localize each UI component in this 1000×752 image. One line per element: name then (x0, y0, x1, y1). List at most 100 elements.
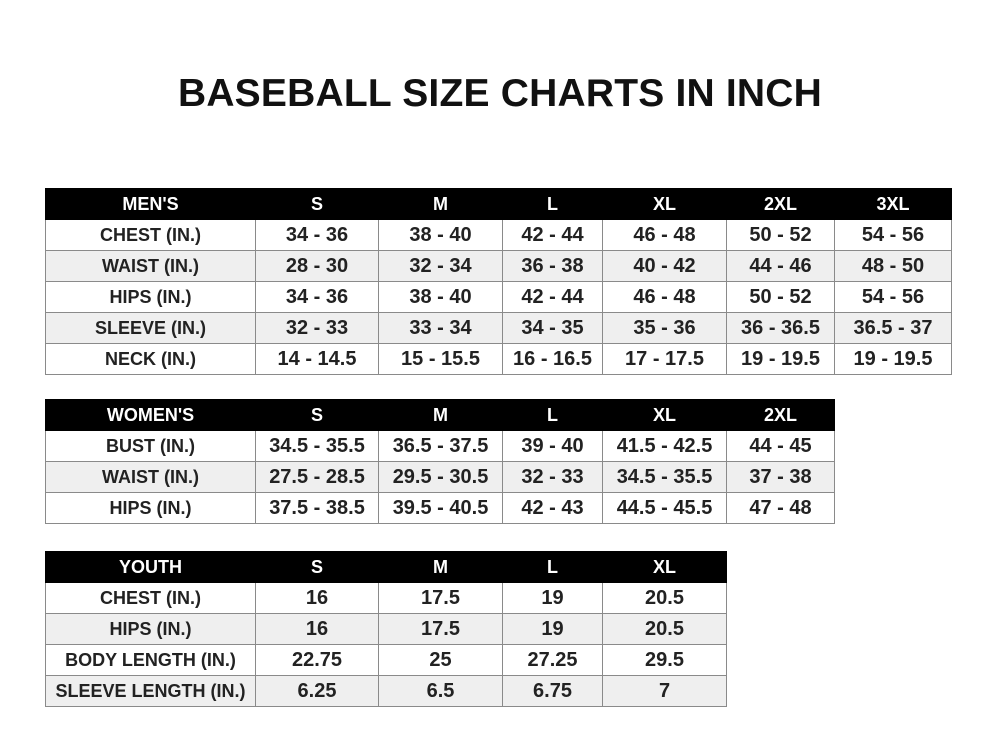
size-value: 50 - 52 (726, 281, 835, 313)
header-row: MEN'S S M L XL 2XL 3XL (45, 188, 952, 220)
measurement-label: CHEST (IN.) (45, 219, 256, 251)
size-value: 33 - 34 (378, 312, 503, 344)
size-value: 36 - 38 (502, 250, 603, 282)
size-header: M (378, 551, 503, 583)
size-value: 27.25 (502, 644, 603, 676)
size-value: 6.75 (502, 675, 603, 707)
size-value: 34 - 36 (255, 219, 379, 251)
size-value: 46 - 48 (602, 281, 727, 313)
size-value: 42 - 44 (502, 219, 603, 251)
size-value: 35 - 36 (602, 312, 727, 344)
measurement-label: CHEST (IN.) (45, 582, 256, 614)
size-value: 50 - 52 (726, 219, 835, 251)
size-value: 32 - 33 (255, 312, 379, 344)
size-header: XL (602, 551, 727, 583)
size-value: 17.5 (378, 613, 503, 645)
size-value: 34 - 35 (502, 312, 603, 344)
size-value: 34.5 - 35.5 (255, 430, 379, 462)
table-row: HIPS (IN.) 16 17.5 19 20.5 (45, 613, 727, 645)
size-value: 44.5 - 45.5 (602, 492, 727, 524)
size-header: L (502, 399, 603, 431)
size-value: 34.5 - 35.5 (602, 461, 727, 493)
size-value: 19 (502, 613, 603, 645)
size-value: 38 - 40 (378, 219, 503, 251)
size-value: 16 - 16.5 (502, 343, 603, 375)
size-value: 32 - 33 (502, 461, 603, 493)
size-value: 42 - 43 (502, 492, 603, 524)
size-value: 32 - 34 (378, 250, 503, 282)
page-title: BASEBALL SIZE CHARTS IN INCH (177, 72, 823, 115)
size-value: 17 - 17.5 (602, 343, 727, 375)
size-value: 38 - 40 (378, 281, 503, 313)
size-value: 6.25 (255, 675, 379, 707)
size-value: 6.5 (378, 675, 503, 707)
table-row: NECK (IN.) 14 - 14.5 15 - 15.5 16 - 16.5 17 … (45, 343, 952, 375)
size-value: 29.5 - 30.5 (378, 461, 503, 493)
size-value: 44 - 45 (726, 430, 835, 462)
table-row: WAIST (IN.) 28 - 30 32 - 34 36 - 38 40 - 42 4… (45, 250, 952, 282)
measurement-label: NECK (IN.) (45, 343, 256, 375)
size-value: 40 - 42 (602, 250, 727, 282)
table-row: CHEST (IN.) 34 - 36 38 - 40 42 - 44 46 - 48 5… (45, 219, 952, 251)
table-row: BODY LENGTH (IN.) 22.75 25 27.25 29.5 (45, 644, 727, 676)
size-value: 19 - 19.5 (726, 343, 835, 375)
size-header: L (502, 551, 603, 583)
size-value: 14 - 14.5 (255, 343, 379, 375)
table-row: WAIST (IN.) 27.5 - 28.5 29.5 - 30.5 32 - 33… (45, 461, 835, 493)
size-value: 39.5 - 40.5 (378, 492, 503, 524)
table-row: HIPS (IN.) 37.5 - 38.5 39.5 - 40.5 42 - 43 4… (45, 492, 835, 524)
size-value: 36.5 - 37 (834, 312, 952, 344)
size-value: 44 - 46 (726, 250, 835, 282)
size-value: 29.5 (602, 644, 727, 676)
table-row: SLEEVE LENGTH (IN.) 6.25 6.5 6.75 7 (45, 675, 727, 707)
size-value: 47 - 48 (726, 492, 835, 524)
size-header: M (378, 188, 503, 220)
size-header: 2XL (726, 399, 835, 431)
size-value: 39 - 40 (502, 430, 603, 462)
table-row: SLEEVE (IN.) 32 - 33 33 - 34 34 - 35 35 - 36… (45, 312, 952, 344)
measurement-label: HIPS (IN.) (45, 492, 256, 524)
mens-size-table: MEN'S S M L XL 2XL 3XL CHEST (IN.) 34 - 36 38 - 4… (45, 188, 952, 375)
size-value: 20.5 (602, 613, 727, 645)
size-value: 17.5 (378, 582, 503, 614)
size-value: 16 (255, 582, 379, 614)
measurement-label: HIPS (IN.) (45, 613, 256, 645)
size-value: 25 (378, 644, 503, 676)
size-value: 54 - 56 (834, 281, 952, 313)
measurement-label: WAIST (IN.) (45, 461, 256, 493)
category-header: WOMEN'S (45, 399, 256, 431)
size-header: S (255, 188, 379, 220)
size-value: 41.5 - 42.5 (602, 430, 727, 462)
size-header: XL (602, 188, 727, 220)
header-row: WOMEN'S S M L XL 2XL (45, 399, 835, 431)
size-value: 54 - 56 (834, 219, 952, 251)
size-header: 2XL (726, 188, 835, 220)
size-value: 20.5 (602, 582, 727, 614)
measurement-label: BUST (IN.) (45, 430, 256, 462)
size-header: M (378, 399, 503, 431)
measurement-label: BODY LENGTH (IN.) (45, 644, 256, 676)
size-value: 36.5 - 37.5 (378, 430, 503, 462)
size-value: 16 (255, 613, 379, 645)
size-value: 22.75 (255, 644, 379, 676)
size-value: 34 - 36 (255, 281, 379, 313)
youth-size-table: YOUTH S M L XL CHEST (IN.) 16 17.5 19 20.5 HIPS (I… (45, 551, 727, 707)
size-value: 37 - 38 (726, 461, 835, 493)
size-header: S (255, 399, 379, 431)
size-value: 19 - 19.5 (834, 343, 952, 375)
size-value: 15 - 15.5 (378, 343, 503, 375)
table-row: BUST (IN.) 34.5 - 35.5 36.5 - 37.5 39 - 40 4… (45, 430, 835, 462)
womens-size-table: WOMEN'S S M L XL 2XL BUST (IN.) 34.5 - 35.5 36.5… (45, 399, 835, 524)
table-row: CHEST (IN.) 16 17.5 19 20.5 (45, 582, 727, 614)
measurement-label: HIPS (IN.) (45, 281, 256, 313)
measurement-label: SLEEVE LENGTH (IN.) (45, 675, 256, 707)
size-value: 27.5 - 28.5 (255, 461, 379, 493)
size-value: 46 - 48 (602, 219, 727, 251)
size-value: 42 - 44 (502, 281, 603, 313)
size-value: 48 - 50 (834, 250, 952, 282)
header-row: YOUTH S M L XL (45, 551, 727, 583)
size-header: 3XL (834, 188, 952, 220)
size-header: S (255, 551, 379, 583)
size-value: 37.5 - 38.5 (255, 492, 379, 524)
size-header: XL (602, 399, 727, 431)
